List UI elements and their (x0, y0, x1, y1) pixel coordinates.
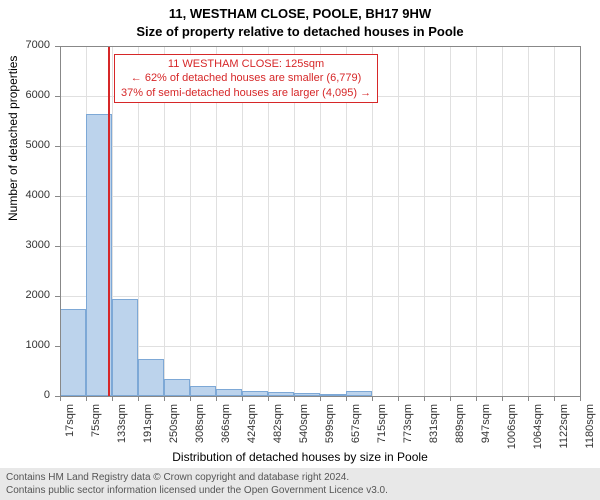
x-tick-label: 133sqm (116, 404, 128, 454)
x-tick-label: 482sqm (272, 404, 284, 454)
x-tick-label: 191sqm (142, 404, 154, 454)
x-tick-label: 1180sqm (584, 404, 596, 454)
x-tick-label: 75sqm (90, 404, 102, 454)
histogram-bar (138, 359, 164, 397)
annotation-box: 11 WESTHAM CLOSE: 125sqm← 62% of detache… (114, 54, 378, 103)
x-tick-label: 366sqm (220, 404, 232, 454)
x-tick-label: 715sqm (376, 404, 388, 454)
x-tick-label: 250sqm (168, 404, 180, 454)
x-tick-label: 1122sqm (558, 404, 570, 454)
attribution: Contains HM Land Registry data © Crown c… (0, 468, 600, 500)
annotation-line: 37% of semi-detached houses are larger (… (121, 86, 371, 100)
x-tick-label: 947sqm (480, 404, 492, 454)
attribution-line-2: Contains public sector information licen… (6, 484, 594, 497)
x-tick-label: 424sqm (246, 404, 258, 454)
histogram-bar (164, 379, 190, 397)
x-axis-label: Distribution of detached houses by size … (0, 450, 600, 464)
chart-container: 11, WESTHAM CLOSE, POOLE, BH17 9HW Size … (0, 0, 600, 500)
x-tick-label: 1064sqm (532, 404, 544, 454)
histogram-bar (216, 389, 242, 397)
y-tick-label: 2000 (0, 290, 50, 301)
x-tick-label: 831sqm (428, 404, 440, 454)
chart-title: 11, WESTHAM CLOSE, POOLE, BH17 9HW (0, 6, 600, 21)
annotation-line: ← 62% of detached houses are smaller (6,… (121, 71, 371, 85)
x-tick-label: 308sqm (194, 404, 206, 454)
chart-subtitle: Size of property relative to detached ho… (0, 24, 600, 39)
x-tick-label: 599sqm (324, 404, 336, 454)
reference-line (108, 46, 110, 396)
x-tick-label: 889sqm (454, 404, 466, 454)
histogram-bar (190, 386, 216, 396)
y-tick-label: 3000 (0, 240, 50, 251)
y-axis-label: Number of detached properties (6, 56, 20, 221)
x-tick-label: 773sqm (402, 404, 414, 454)
x-tick-label: 1006sqm (506, 404, 518, 454)
y-tick-label: 1000 (0, 340, 50, 351)
y-tick-label: 0 (0, 390, 50, 401)
annotation-line: 11 WESTHAM CLOSE: 125sqm (121, 57, 371, 71)
x-tick-label: 540sqm (298, 404, 310, 454)
x-tick-label: 657sqm (350, 404, 362, 454)
attribution-line-1: Contains HM Land Registry data © Crown c… (6, 471, 594, 484)
histogram-bar (60, 309, 86, 397)
histogram-bar (112, 299, 138, 397)
x-tick-label: 17sqm (64, 404, 76, 454)
y-tick-label: 7000 (0, 40, 50, 51)
